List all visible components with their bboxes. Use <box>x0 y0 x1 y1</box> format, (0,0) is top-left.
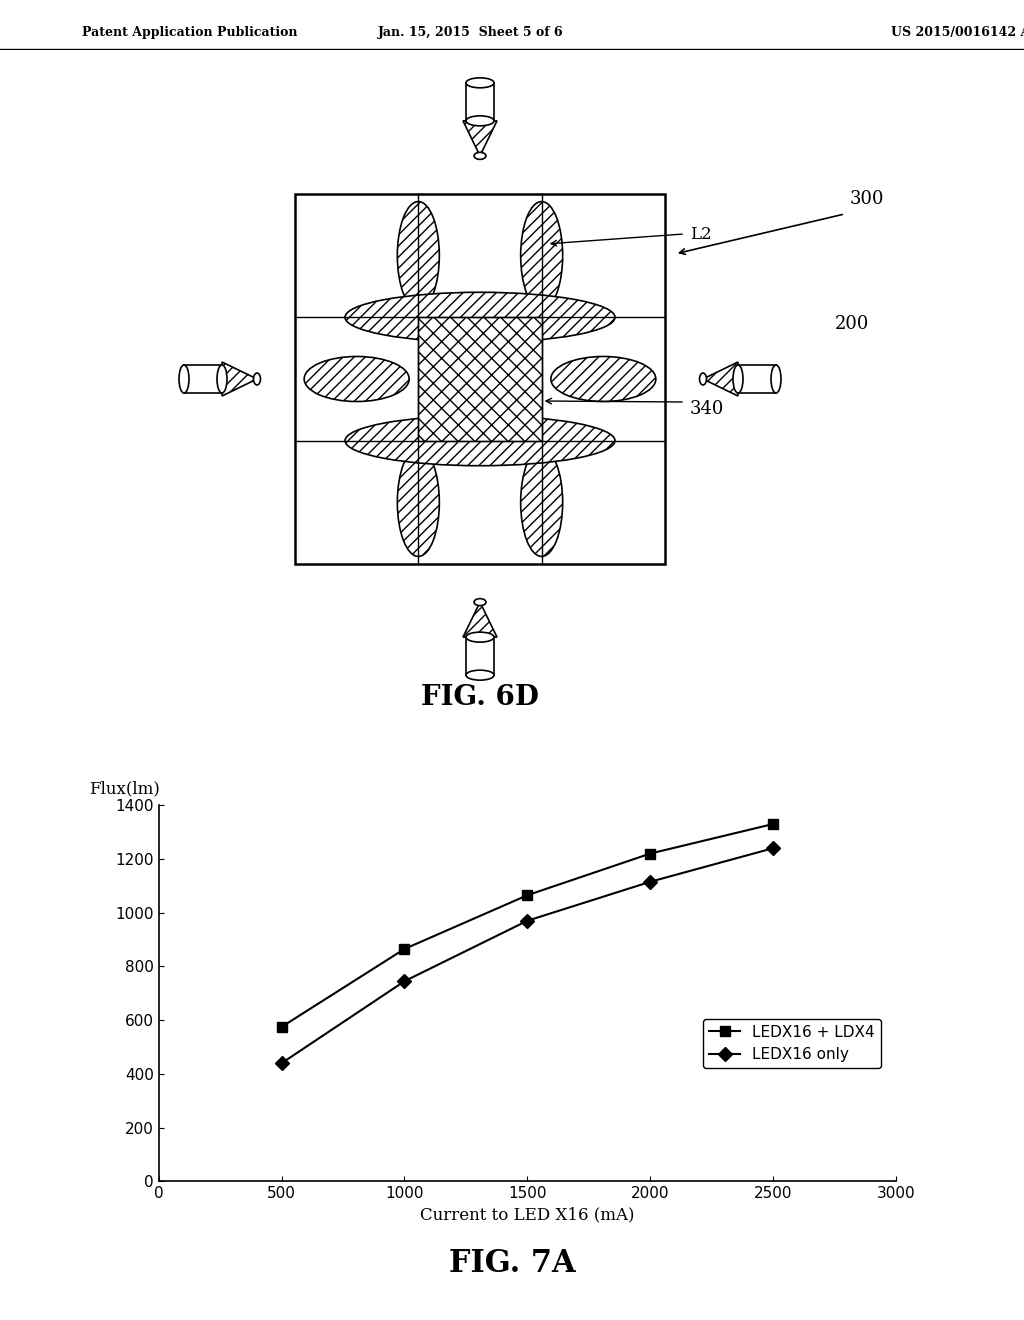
Ellipse shape <box>254 374 260 385</box>
Ellipse shape <box>345 292 615 342</box>
LEDX16 only <box>275 1055 288 1071</box>
Bar <box>738 366 776 393</box>
Ellipse shape <box>520 202 562 310</box>
LEDX16 only <box>521 913 534 929</box>
Bar <box>466 83 494 121</box>
Ellipse shape <box>217 366 227 393</box>
Ellipse shape <box>397 202 439 310</box>
LEDX16 only <box>398 973 411 989</box>
Line: LEDX16 only: LEDX16 only <box>276 843 778 1068</box>
Polygon shape <box>222 362 257 396</box>
LEDX16 + LDX4 <box>644 846 656 862</box>
Ellipse shape <box>397 449 439 557</box>
Bar <box>466 638 494 675</box>
Ellipse shape <box>474 152 486 160</box>
Ellipse shape <box>345 416 615 466</box>
Text: US 2015/0016142 A1: US 2015/0016142 A1 <box>891 26 1024 40</box>
Bar <box>295 194 665 564</box>
Ellipse shape <box>551 356 655 401</box>
Text: Patent Application Publication: Patent Application Publication <box>82 26 297 40</box>
Ellipse shape <box>304 356 410 401</box>
Text: L2: L2 <box>690 226 712 243</box>
Text: FIG. 7A: FIG. 7A <box>449 1249 575 1279</box>
LEDX16 + LDX4 <box>767 816 779 832</box>
LEDX16 + LDX4 <box>398 941 411 957</box>
Ellipse shape <box>771 366 781 393</box>
Text: 300: 300 <box>850 190 885 207</box>
Ellipse shape <box>179 366 189 393</box>
Ellipse shape <box>466 632 494 642</box>
Ellipse shape <box>474 598 486 606</box>
Text: Flux(lm): Flux(lm) <box>89 780 160 797</box>
Polygon shape <box>703 362 738 396</box>
Ellipse shape <box>520 449 562 557</box>
Bar <box>419 317 542 441</box>
LEDX16 only <box>767 841 779 857</box>
Text: 200: 200 <box>835 315 869 333</box>
Polygon shape <box>463 602 497 638</box>
LEDX16 + LDX4 <box>275 1019 288 1035</box>
Text: 340: 340 <box>690 400 724 418</box>
Legend: LEDX16 + LDX4, LEDX16 only: LEDX16 + LDX4, LEDX16 only <box>703 1019 881 1068</box>
Polygon shape <box>463 121 497 156</box>
Ellipse shape <box>699 374 707 385</box>
LEDX16 + LDX4 <box>521 887 534 903</box>
Text: FIG. 6D: FIG. 6D <box>421 684 539 710</box>
Line: LEDX16 + LDX4: LEDX16 + LDX4 <box>276 820 778 1032</box>
Bar <box>184 366 222 393</box>
Ellipse shape <box>466 78 494 88</box>
X-axis label: Current to LED X16 (mA): Current to LED X16 (mA) <box>420 1206 635 1224</box>
LEDX16 only <box>644 874 656 890</box>
Ellipse shape <box>733 366 743 393</box>
Ellipse shape <box>466 116 494 125</box>
Ellipse shape <box>466 671 494 680</box>
Text: Jan. 15, 2015  Sheet 5 of 6: Jan. 15, 2015 Sheet 5 of 6 <box>378 26 564 40</box>
